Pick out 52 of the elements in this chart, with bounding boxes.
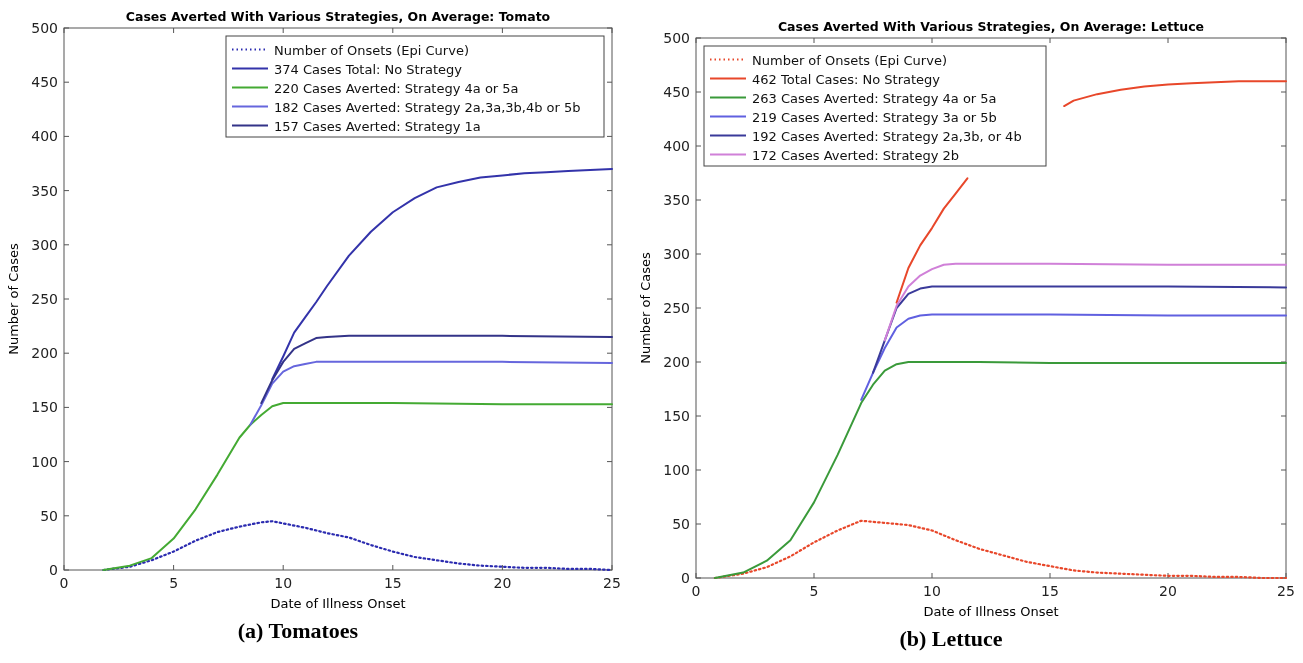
x-axis-title: Date of Illness Onset [923, 604, 1059, 619]
y-tick-label: 50 [40, 507, 58, 524]
x-tick-label: 20 [493, 575, 512, 591]
legend-label: 263 Cases Averted: Strategy 4a or 5a [752, 90, 997, 106]
y-tick-label: 100 [663, 462, 690, 478]
y-tick-label: 50 [672, 516, 690, 532]
y-tick-label: 400 [31, 128, 58, 145]
legend-label: 157 Cases Averted: Strategy 1a [274, 118, 481, 134]
x-tick-label: 10 [923, 583, 941, 599]
x-tick-label: 15 [1041, 583, 1059, 599]
y-tick-label: 350 [663, 192, 690, 208]
y-tick-label: 200 [663, 354, 690, 370]
x-tick-label: 25 [1277, 583, 1295, 599]
y-tick-label: 100 [31, 453, 58, 470]
legend-label: 462 Total Cases: No Strategy [752, 71, 941, 87]
x-tick-label: 25 [603, 575, 621, 591]
chart-title: Cases Averted With Various Strategies, On Average: Lettuce [777, 19, 1205, 34]
y-axis-title: Number of Cases [6, 242, 21, 355]
y-tick-label: 500 [31, 20, 58, 36]
y-tick-label: 300 [663, 246, 690, 262]
x-tick-label: 20 [1159, 583, 1177, 599]
y-tick-label: 400 [663, 138, 690, 154]
y-axis-title: Number of Cases [638, 251, 653, 364]
y-tick-label: 150 [31, 399, 58, 416]
x-tick-label: 10 [274, 575, 293, 591]
x-tick-label: 0 [691, 583, 701, 599]
y-tick-label: 150 [663, 408, 690, 424]
x-tick-label: 5 [809, 583, 819, 599]
legend-label: 192 Cases Averted: Strategy 2a,3b, or 4b [752, 128, 1022, 144]
legend-label: 220 Cases Averted: Strategy 4a or 5a [274, 80, 519, 96]
y-tick-label: 350 [31, 182, 58, 199]
y-tick-label: 200 [31, 345, 58, 362]
y-tick-label: 450 [31, 74, 58, 91]
y-tick-label: 250 [31, 291, 58, 307]
text: (b) Lettuce [899, 626, 1003, 651]
y-tick-label: 250 [663, 300, 690, 316]
y-tick-label: 300 [31, 236, 58, 253]
x-tick-label: 0 [59, 575, 69, 591]
legend-label: 374 Cases Total: No Strategy [274, 61, 463, 77]
legend-label: 172 Cases Averted: Strategy 2b [752, 147, 960, 163]
x-tick-label: 15 [383, 575, 402, 591]
y-tick-label: 450 [663, 84, 690, 100]
legend-label: Number of Onsets (Epi Curve) [274, 42, 469, 58]
y-tick-label: 500 [663, 30, 690, 46]
text: (a) Tomatoes [237, 618, 359, 643]
x-tick-label: 5 [169, 575, 179, 591]
chart-title: Cases Averted With Various Strategies, On Average: Tomato [125, 9, 551, 24]
y-tick-label: 0 [49, 562, 58, 578]
x-axis-title: Date of Illness Onset [270, 596, 406, 611]
legend-label: Number of Onsets (Epi Curve) [752, 52, 947, 68]
legend-label: 219 Cases Averted: Strategy 3a or 5b [752, 109, 997, 125]
legend-label: 182 Cases Averted: Strategy 2a,3a,3b,4b or 5b [274, 99, 581, 115]
